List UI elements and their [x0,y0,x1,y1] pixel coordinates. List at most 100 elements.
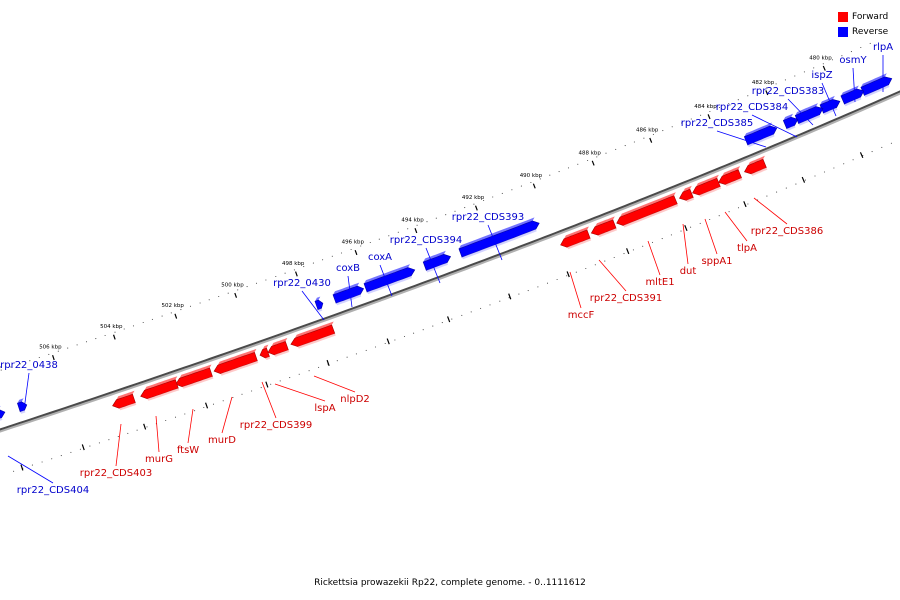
legend-label-reverse: Reverse [852,26,889,37]
gene-murD[interactable] [213,348,259,376]
gene-label-coxA[interactable]: coxA [368,252,392,263]
legend: Forward Reverse [838,9,898,39]
forward-swatch [838,11,848,22]
gene-mccF[interactable] [560,226,592,250]
gene-label-nlpD2[interactable]: nlpD2 [340,394,370,405]
gene-connector [379,264,393,297]
scale-tick-label: 486 kbp [636,128,659,134]
scale-tick-508-kbp: 508 kbp [0,365,24,471]
gene-label-murD[interactable]: murD [208,435,236,446]
gene-lspA[interactable] [267,338,290,357]
gene-label-ispZ[interactable]: ispZ [811,70,832,81]
gene-rpr22_0430[interactable] [314,296,324,312]
gene-label-rpr22_CDS393[interactable]: rpr22_CDS393 [452,212,524,223]
gene-murG[interactable] [140,376,180,401]
gene-label-mltE1[interactable]: mltE1 [645,277,674,288]
gene-tlpA[interactable] [718,166,743,187]
gene-connector [753,197,788,225]
caption: Rickettsia prowazekii Rp22, complete gen… [314,578,586,588]
scale-tick-480-kbp: 480 kbp [809,56,864,159]
gene-label-murG[interactable]: murG [145,454,173,465]
scale-tick-label: 480 kbp [809,56,832,62]
gene-connector [425,247,441,284]
gene-connector [682,223,689,265]
gene-dut[interactable] [679,185,695,203]
gene-rpr22_CDS394[interactable] [422,250,452,273]
gene-label-rpr22_CDS403[interactable]: rpr22_CDS403 [80,468,152,479]
gene-connector [647,240,661,276]
gene-label-rpr22_CDS384[interactable]: rpr22_CDS384 [716,102,788,113]
gene-connector [716,130,767,148]
legend-label-forward: Forward [852,11,889,22]
gene-rpr22_CDS404[interactable] [0,405,6,423]
gene-coxB[interactable] [332,282,365,306]
gene-label-mccF[interactable]: mccF [568,310,595,321]
gene-sppA1[interactable] [692,174,722,198]
gene-label-rpr22_CDS391[interactable]: rpr22_CDS391 [590,293,662,304]
gene-connector [347,275,353,308]
scale-tick-502-kbp: 502 kbp [161,303,209,409]
scale-tick-506-kbp: 506 kbp [39,345,85,451]
legend-item-reverse: Reverse [838,24,898,39]
gene-rpr22_CDS399[interactable] [259,344,271,360]
gene-label-rlpA[interactable]: rlpA [873,42,893,53]
scale-tick-label: 504 kbp [100,324,123,330]
gene-label-rpr22_CDS386[interactable]: rpr22_CDS386 [751,226,823,237]
gene-rpr22_CDS384[interactable] [782,113,799,131]
scale-tick-482-kbp: 482 kbp [752,80,806,183]
gene-label-lspA[interactable]: lspA [314,403,335,414]
gene-label-tlpA[interactable]: tlpA [737,243,757,254]
gene-label-rpr22_CDS385[interactable]: rpr22_CDS385 [681,118,753,129]
gene-label-rpr22_CDS399[interactable]: rpr22_CDS399 [240,420,312,431]
gene-connector [313,375,356,393]
gene-ispZ[interactable] [819,95,841,116]
gene-rpr22_CDS403[interactable] [112,390,137,411]
gene-rpr22_CDS383[interactable] [794,103,824,126]
scale-track-upper [0,42,871,371]
gene-label-rpr22_0430[interactable]: rpr22_0430 [273,278,331,289]
scale-tick-label: 494 kbp [401,218,424,224]
gene-rpr22_CDS385[interactable] [743,122,778,148]
scale-tick-label: 490 kbp [520,173,543,179]
gene-mltE1[interactable] [616,192,679,228]
gene-coxA[interactable] [363,264,416,295]
gene-rpr22_CDS391[interactable] [590,216,618,238]
scale-tick-label: 488 kbp [578,150,601,156]
gene-ftsW[interactable] [175,364,214,389]
gene-nlpD2[interactable] [290,321,336,349]
gene-osmY[interactable] [840,85,865,107]
gene-connector [155,415,160,453]
gene-connector [23,372,30,411]
scale-tick-label: 506 kbp [39,345,62,351]
gene-connector [301,290,325,321]
scale-tick-488-kbp: 488 kbp [578,150,630,255]
gene-label-rpr22_CDS394[interactable]: rpr22_CDS394 [390,235,462,246]
gene-label-rpr22_0438[interactable]: rpr22_0438 [0,360,58,371]
gene-rpr22_CDS386[interactable] [744,155,768,176]
scale-tick-label: 502 kbp [161,303,184,309]
gene-label-osmY[interactable]: osmY [839,55,867,66]
scale-tick-label: 500 kbp [221,282,244,288]
gene-connector [598,259,627,292]
gene-connector [751,114,798,138]
gene-connector [115,423,122,467]
gene-rlpA[interactable] [860,73,893,98]
scale-tick-490-kbp: 490 kbp [520,173,570,278]
gene-connector [261,381,277,419]
scale-tick-label: 496 kbp [342,240,365,246]
gene-connector [852,67,856,103]
gene-label-rpr22_CDS383[interactable]: rpr22_CDS383 [752,86,824,97]
gene-label-coxB[interactable]: coxB [336,263,360,274]
scale-tick-494-kbp: 494 kbp [401,218,451,323]
scale-tick-500-kbp: 500 kbp [221,282,269,388]
gene-label-ftsW[interactable]: ftsW [177,445,199,456]
scale-tick-label: 508 kbp [0,365,1,371]
legend-item-forward: Forward [838,9,898,24]
scale-tick-504-kbp: 504 kbp [100,324,147,430]
gene-label-sppA1[interactable]: sppA1 [701,256,732,267]
gene-label-rpr22_CDS404[interactable]: rpr22_CDS404 [17,485,89,496]
gene-rpr22_CDS393[interactable] [458,217,540,260]
scale-tick-label: 484 kbp [694,104,717,110]
gene-label-dut[interactable]: dut [680,266,697,277]
